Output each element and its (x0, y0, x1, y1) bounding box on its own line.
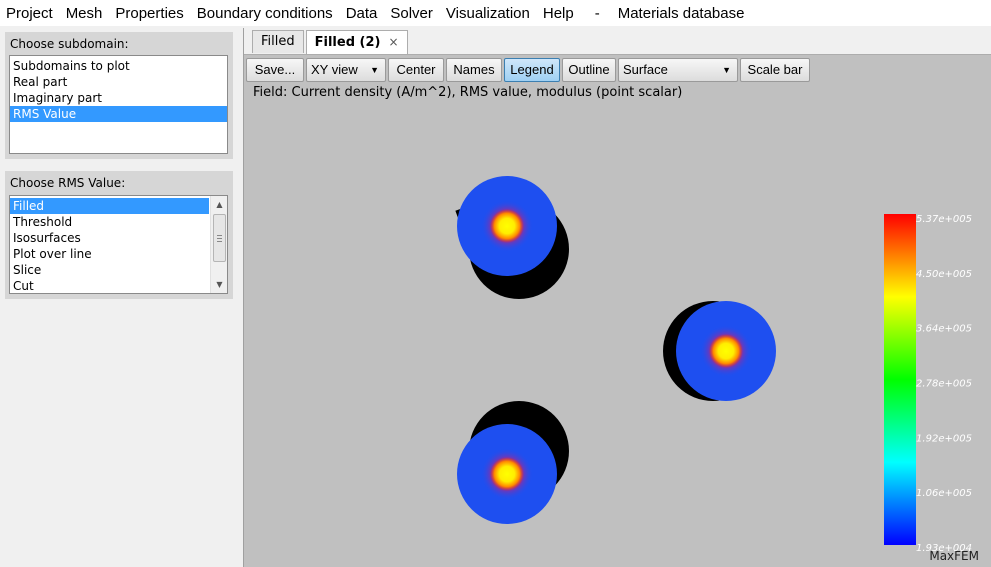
save-button[interactable]: Save... (246, 58, 304, 82)
legend-tick-label: 4.50e+005 (916, 269, 972, 280)
rms-list[interactable]: Filled Threshold Isosurfaces Plot over l… (9, 195, 228, 294)
close-icon[interactable]: × (388, 35, 399, 49)
legend-colorbar (884, 214, 916, 545)
tab-filled[interactable]: Filled (252, 30, 304, 53)
list-item[interactable]: Imaginary part (13, 91, 102, 105)
plot-panel: 5.37e+005 4.50e+005 3.64e+005 2.78e+005 1.92… (244, 54, 991, 567)
menu-mesh[interactable]: Mesh (65, 4, 103, 22)
representation-select[interactable]: Surface ▼ (618, 58, 738, 82)
list-item-selected[interactable]: Filled (10, 198, 209, 214)
main-area: Filled Filled (2) × (243, 28, 991, 567)
legend-tick-label: 1.93e+004 (916, 543, 972, 554)
center-button[interactable]: Center (388, 58, 444, 82)
scroll-down-icon[interactable]: ▼ (216, 280, 223, 289)
menu-help[interactable]: Help (542, 4, 574, 22)
list-item[interactable]: Slice (13, 263, 42, 277)
subdomain-panel: Choose subdomain: Subdomains to plot Rea… (5, 32, 233, 159)
menu-bar: Project Mesh Properties Boundary conditi… (0, 0, 991, 26)
legend-tick-label: 1.92e+005 (916, 433, 972, 444)
conductor-right (663, 301, 776, 401)
chevron-down-icon: ▼ (370, 65, 379, 75)
scroll-thumb[interactable] (213, 214, 226, 262)
rms-panel: Choose RMS Value: Filled Threshold Isosu… (5, 171, 233, 299)
list-item[interactable]: Cut (13, 279, 34, 293)
legend-tick-label: 2.78e+005 (916, 379, 972, 390)
outline-button[interactable]: Outline (562, 58, 616, 82)
list-item[interactable]: Plot over line (13, 247, 92, 261)
list-item-selected[interactable]: RMS Value (10, 106, 227, 122)
render-viewport[interactable]: 5.37e+005 4.50e+005 3.64e+005 2.78e+005 1.92… (244, 55, 991, 567)
menu-visualization[interactable]: Visualization (445, 4, 530, 22)
legend-tick-label: 5.37e+005 (916, 214, 972, 225)
conductor-top (455, 176, 569, 299)
tab-label: Filled (2) (314, 35, 381, 50)
list-item[interactable]: Subdomains to plot (13, 59, 130, 73)
list-item[interactable]: Isosurfaces (13, 231, 81, 245)
menu-materials-database[interactable]: Materials database (617, 4, 745, 22)
menu-boundary-conditions[interactable]: Boundary conditions (196, 4, 333, 22)
field-label: Field: Current density (A/m^2), RMS valu… (253, 85, 683, 100)
menu-properties[interactable]: Properties (115, 4, 184, 22)
legend-tick-label: 3.64e+005 (916, 324, 972, 335)
tab-filled-2[interactable]: Filled (2) × (305, 30, 408, 54)
legend-button[interactable]: Legend (504, 58, 560, 82)
chevron-down-icon: ▼ (722, 65, 731, 75)
names-button[interactable]: Names (446, 58, 502, 82)
legend-tick-label: 1.06e+005 (916, 488, 972, 499)
subdomain-list[interactable]: Subdomains to plot Real part Imaginary p… (9, 55, 228, 154)
view-select-value: XY view (311, 62, 358, 77)
menu-solver[interactable]: Solver (390, 4, 433, 22)
brand-label: MaxFEM (929, 549, 979, 563)
menu-data[interactable]: Data (345, 4, 378, 22)
list-item[interactable]: Real part (13, 75, 68, 89)
conductor-bottom (457, 401, 569, 524)
rms-list-scrollbar[interactable]: ▲ ▼ (210, 196, 227, 293)
tab-label: Filled (261, 34, 295, 49)
view-select[interactable]: XY view ▼ (306, 58, 386, 82)
subdomain-panel-title: Choose subdomain: (10, 37, 129, 51)
menu-project[interactable]: Project (6, 4, 53, 22)
scroll-up-icon[interactable]: ▲ (216, 200, 223, 209)
representation-select-value: Surface (623, 62, 668, 77)
list-item[interactable]: Threshold (13, 215, 73, 229)
menu-separator: - (594, 4, 600, 22)
rms-panel-title: Choose RMS Value: (10, 176, 126, 190)
toolbar: Save... XY view ▼ Center Names Legend Out… (246, 58, 812, 82)
tab-bar: Filled Filled (2) × (252, 30, 410, 54)
scale-bar-button[interactable]: Scale bar (740, 58, 810, 82)
color-legend: 5.37e+005 4.50e+005 3.64e+005 2.78e+005 1.92… (884, 214, 972, 554)
